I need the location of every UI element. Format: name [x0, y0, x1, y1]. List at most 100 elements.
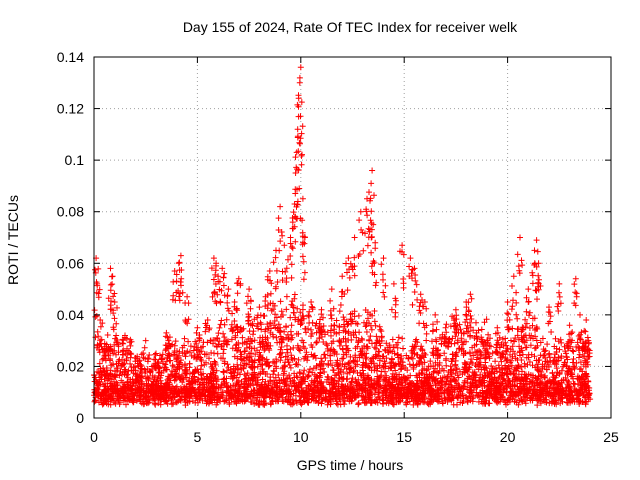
data-point — [204, 317, 211, 323]
data-point — [546, 385, 553, 392]
data-point — [452, 362, 459, 369]
data-point — [188, 379, 195, 386]
data-point — [324, 401, 331, 408]
data-point — [275, 321, 282, 328]
data-point — [249, 320, 256, 327]
data-point — [238, 356, 245, 363]
data-point — [250, 381, 257, 388]
data-point — [448, 384, 455, 391]
data-point — [454, 401, 460, 408]
data-point — [333, 400, 340, 407]
data-point — [337, 302, 344, 308]
data-point — [419, 347, 426, 354]
data-point — [217, 299, 224, 306]
data-point — [582, 399, 589, 406]
data-point — [453, 366, 460, 373]
data-point — [430, 327, 436, 334]
data-point — [340, 314, 347, 321]
data-point — [542, 354, 549, 361]
data-point — [220, 368, 227, 375]
data-point — [296, 185, 303, 192]
data-point — [290, 209, 297, 216]
data-point — [388, 397, 395, 404]
data-point — [362, 307, 369, 313]
data-point — [143, 390, 149, 397]
data-point — [462, 311, 469, 318]
data-point — [210, 340, 216, 347]
data-point — [265, 325, 272, 332]
data-point — [208, 265, 215, 272]
data-point — [442, 381, 449, 387]
data-point — [134, 353, 141, 360]
data-point — [228, 336, 235, 343]
data-point — [439, 400, 446, 407]
data-point — [210, 255, 217, 262]
data-point — [416, 307, 423, 314]
data-point — [175, 260, 182, 267]
data-point — [308, 333, 314, 340]
data-point — [533, 337, 540, 344]
data-point — [504, 299, 511, 305]
data-point — [114, 304, 120, 311]
data-point — [158, 355, 165, 362]
data-point — [351, 272, 358, 279]
data-point — [222, 397, 229, 404]
data-point — [466, 386, 473, 393]
data-point — [300, 276, 307, 283]
data-point — [287, 253, 294, 259]
data-point — [531, 353, 538, 360]
data-point — [264, 292, 271, 298]
data-point — [473, 384, 480, 391]
data-point — [305, 373, 312, 380]
data-point — [558, 355, 565, 362]
data-point — [188, 386, 195, 392]
data-point — [124, 347, 130, 354]
data-point — [373, 345, 380, 352]
data-point — [179, 289, 186, 296]
data-point — [146, 396, 153, 403]
data-point — [339, 376, 346, 383]
data-point — [232, 334, 239, 341]
data-point — [122, 332, 128, 339]
data-point — [473, 333, 480, 340]
data-point — [322, 397, 329, 404]
data-point — [122, 384, 129, 391]
data-point — [373, 279, 380, 286]
data-point — [102, 372, 109, 379]
data-point — [374, 365, 381, 372]
data-point — [223, 316, 230, 323]
data-point — [304, 374, 311, 380]
data-point — [519, 262, 526, 269]
data-point — [368, 263, 375, 270]
data-point — [341, 316, 348, 323]
data-point — [323, 379, 330, 385]
data-point — [235, 339, 242, 346]
data-point — [577, 386, 584, 393]
data-point — [293, 203, 300, 210]
data-point — [129, 376, 136, 383]
data-point — [114, 367, 121, 374]
data-point — [482, 394, 489, 400]
data-point — [363, 354, 370, 361]
data-point — [514, 383, 521, 390]
data-point — [286, 362, 293, 368]
data-point — [290, 344, 297, 351]
data-point — [185, 316, 192, 323]
data-point — [559, 398, 566, 405]
data-point — [398, 365, 405, 372]
data-point — [210, 384, 216, 391]
y-tick-label: 0.1 — [65, 152, 85, 168]
data-point — [513, 365, 520, 372]
data-point — [297, 135, 304, 142]
data-point — [275, 372, 282, 378]
data-point — [294, 166, 300, 173]
data-point — [243, 372, 250, 379]
data-point — [442, 324, 449, 331]
data-point — [264, 371, 271, 377]
data-point — [366, 336, 373, 343]
data-point — [113, 332, 120, 339]
data-point — [316, 380, 323, 386]
data-point — [346, 369, 353, 376]
chart-title: Day 155 of 2024, Rate Of TEC Index for r… — [183, 19, 518, 35]
data-point — [551, 360, 558, 367]
